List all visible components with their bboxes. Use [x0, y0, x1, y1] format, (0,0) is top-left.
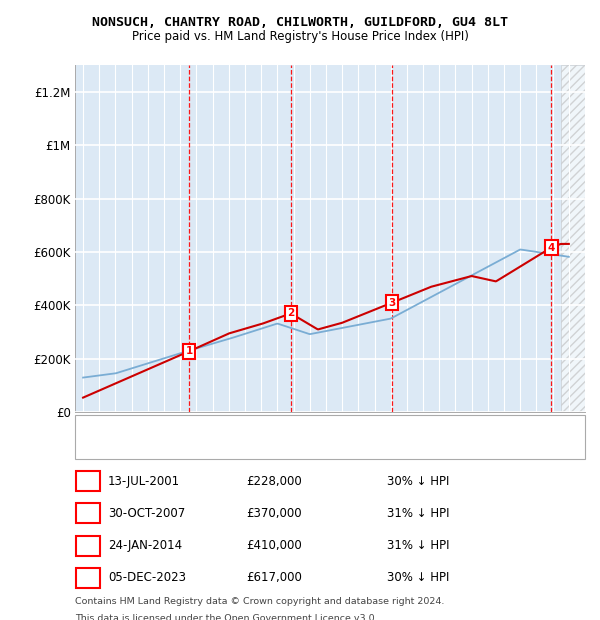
Text: 13-JUL-2001: 13-JUL-2001 — [108, 475, 180, 487]
Text: £410,000: £410,000 — [246, 539, 302, 552]
Text: 3: 3 — [388, 298, 395, 308]
Text: This data is licensed under the Open Government Licence v3.0.: This data is licensed under the Open Gov… — [75, 614, 377, 620]
Text: 1: 1 — [185, 347, 193, 356]
Text: £617,000: £617,000 — [246, 572, 302, 584]
Bar — [561, 65, 585, 412]
Text: 30% ↓ HPI: 30% ↓ HPI — [387, 475, 449, 487]
Text: NONSUCH, CHANTRY ROAD, CHILWORTH, GUILDFORD, GU4 8LT (detached house): NONSUCH, CHANTRY ROAD, CHILWORTH, GUILDF… — [120, 422, 543, 432]
Text: 2: 2 — [287, 309, 295, 319]
Text: 24-JAN-2014: 24-JAN-2014 — [108, 539, 182, 552]
Text: 4: 4 — [84, 572, 92, 584]
Text: 05-DEC-2023: 05-DEC-2023 — [108, 572, 186, 584]
Text: £228,000: £228,000 — [246, 475, 302, 487]
Text: 2: 2 — [84, 507, 92, 520]
Text: Price paid vs. HM Land Registry's House Price Index (HPI): Price paid vs. HM Land Registry's House … — [131, 30, 469, 43]
Text: 31% ↓ HPI: 31% ↓ HPI — [387, 507, 449, 520]
Text: 3: 3 — [84, 539, 92, 552]
Text: £370,000: £370,000 — [246, 507, 302, 520]
Text: 31% ↓ HPI: 31% ↓ HPI — [387, 539, 449, 552]
Text: Contains HM Land Registry data © Crown copyright and database right 2024.: Contains HM Land Registry data © Crown c… — [75, 597, 445, 606]
Text: HPI: Average price, detached house, Guildford: HPI: Average price, detached house, Guil… — [120, 441, 361, 451]
Text: NONSUCH, CHANTRY ROAD, CHILWORTH, GUILDFORD, GU4 8LT: NONSUCH, CHANTRY ROAD, CHILWORTH, GUILDF… — [92, 16, 508, 29]
Text: 30-OCT-2007: 30-OCT-2007 — [108, 507, 185, 520]
Text: 4: 4 — [548, 242, 555, 252]
Text: 30% ↓ HPI: 30% ↓ HPI — [387, 572, 449, 584]
Text: 1: 1 — [84, 475, 92, 487]
